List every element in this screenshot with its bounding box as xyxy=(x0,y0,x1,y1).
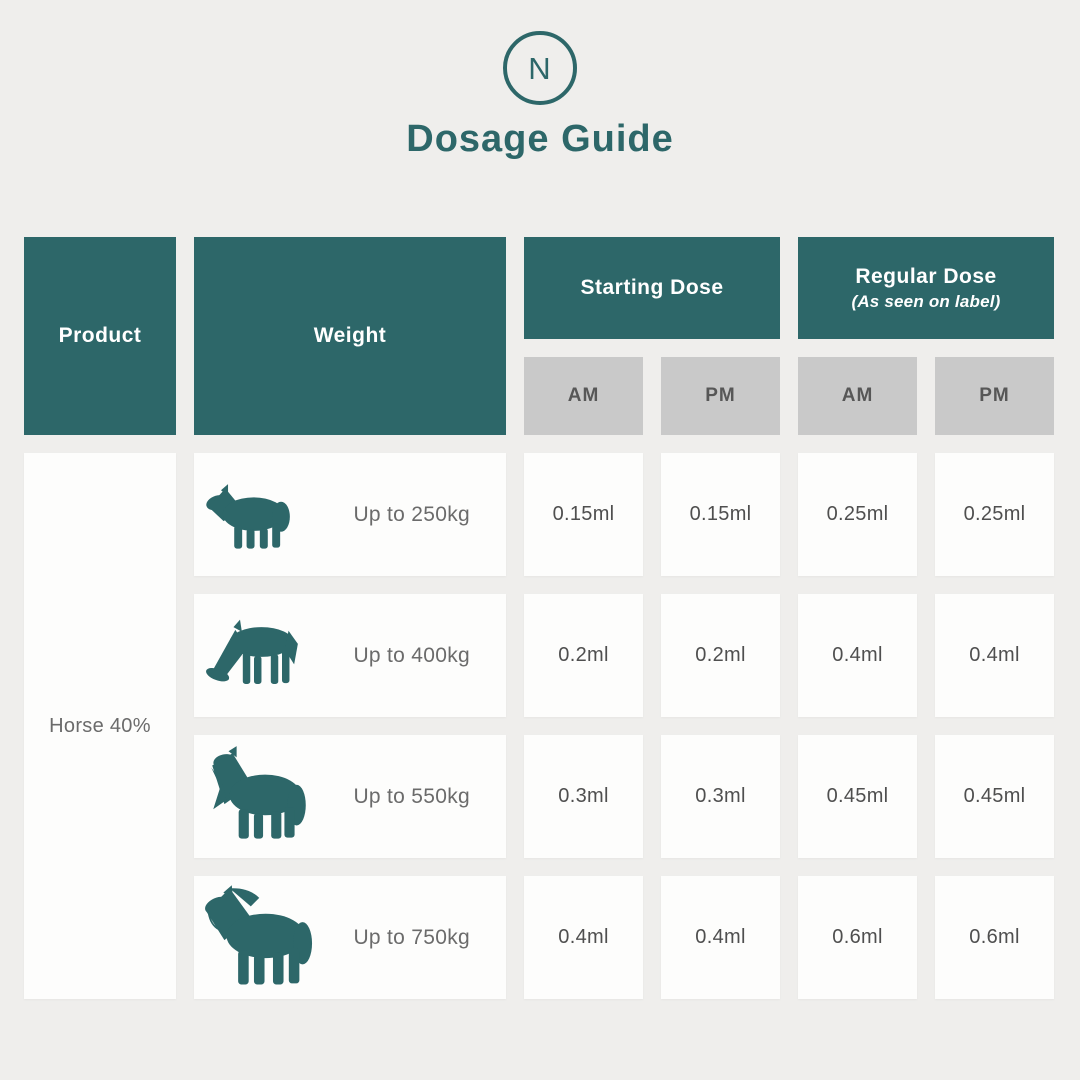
subheader-starting-pm: PM xyxy=(661,357,780,435)
dose-cell-starting-pm: 0.15ml xyxy=(661,453,780,576)
dose-cell-starting-am: 0.3ml xyxy=(524,735,643,858)
dose-cell-regular-pm: 0.25ml xyxy=(935,453,1054,576)
dose-cell-starting-pm: 0.4ml xyxy=(661,876,780,999)
weight-label: Up to 400kg xyxy=(353,643,470,667)
table-row-weight-250kg: Up to 250kg xyxy=(194,453,506,576)
dose-value: 0.15ml xyxy=(552,503,615,525)
table-row-weight-400kg: Up to 400kg xyxy=(194,594,506,717)
weight-label: Up to 250kg xyxy=(353,502,470,526)
dose-cell-regular-am: 0.4ml xyxy=(798,594,917,717)
dose-value: 0.25ml xyxy=(963,503,1026,525)
dose-value: 0.45ml xyxy=(826,785,889,807)
draft-horse-icon xyxy=(205,884,313,984)
weight-label: Up to 750kg xyxy=(353,925,470,949)
product-cell: Horse 40% xyxy=(24,453,176,999)
dose-cell-starting-am: 0.4ml xyxy=(524,876,643,999)
dose-value: 0.6ml xyxy=(969,926,1020,948)
subheader-regular-am: AM xyxy=(798,357,917,435)
header-starting-dose: Starting Dose xyxy=(524,237,780,339)
dose-value: 0.4ml xyxy=(558,926,609,948)
page-title: Dosage Guide xyxy=(406,118,674,160)
dose-cell-regular-am: 0.45ml xyxy=(798,735,917,858)
dose-value: 0.2ml xyxy=(695,644,746,666)
dose-cell-regular-am: 0.25ml xyxy=(798,453,917,576)
dose-value: 0.25ml xyxy=(826,503,889,525)
brand-logo: N xyxy=(503,31,577,105)
horse-grazing-icon xyxy=(206,619,298,684)
table-row-weight-550kg: Up to 550kg xyxy=(194,735,506,858)
dose-cell-regular-pm: 0.4ml xyxy=(935,594,1054,717)
dose-cell-starting-am: 0.15ml xyxy=(524,453,643,576)
dose-value: 0.6ml xyxy=(832,926,883,948)
dose-cell-starting-pm: 0.2ml xyxy=(661,594,780,717)
dose-value: 0.45ml xyxy=(963,785,1026,807)
header-regular-dose-note: (As seen on label) xyxy=(851,291,1001,311)
weight-label: Up to 550kg xyxy=(353,784,470,808)
dose-cell-regular-pm: 0.45ml xyxy=(935,735,1054,858)
header-weight: Weight xyxy=(194,237,506,435)
dose-cell-regular-pm: 0.6ml xyxy=(935,876,1054,999)
dose-cell-starting-am: 0.2ml xyxy=(524,594,643,717)
dose-cell-starting-pm: 0.3ml xyxy=(661,735,780,858)
pony-icon xyxy=(206,483,290,549)
dose-value: 0.4ml xyxy=(695,926,746,948)
table-row-weight-750kg: Up to 750kg xyxy=(194,876,506,999)
cob-horse-icon xyxy=(211,745,306,839)
header-regular-dose: Regular Dose (As seen on label) xyxy=(798,237,1054,339)
dose-value: 0.4ml xyxy=(832,644,883,666)
dose-value: 0.4ml xyxy=(969,644,1020,666)
dose-cell-regular-am: 0.6ml xyxy=(798,876,917,999)
dose-value: 0.15ml xyxy=(689,503,752,525)
dosage-table: Product Weight Starting Dose Regular Dos… xyxy=(24,237,1056,999)
brand-logo-letter: N xyxy=(528,50,552,86)
dose-value: 0.3ml xyxy=(695,785,746,807)
header-regular-dose-label: Regular Dose xyxy=(855,264,997,288)
header-starting-dose-label: Starting Dose xyxy=(580,276,724,299)
dose-value: 0.2ml xyxy=(558,644,609,666)
subheader-starting-am: AM xyxy=(524,357,643,435)
subheader-regular-pm: PM xyxy=(935,357,1054,435)
dose-value: 0.3ml xyxy=(558,785,609,807)
header-product: Product xyxy=(24,237,176,435)
